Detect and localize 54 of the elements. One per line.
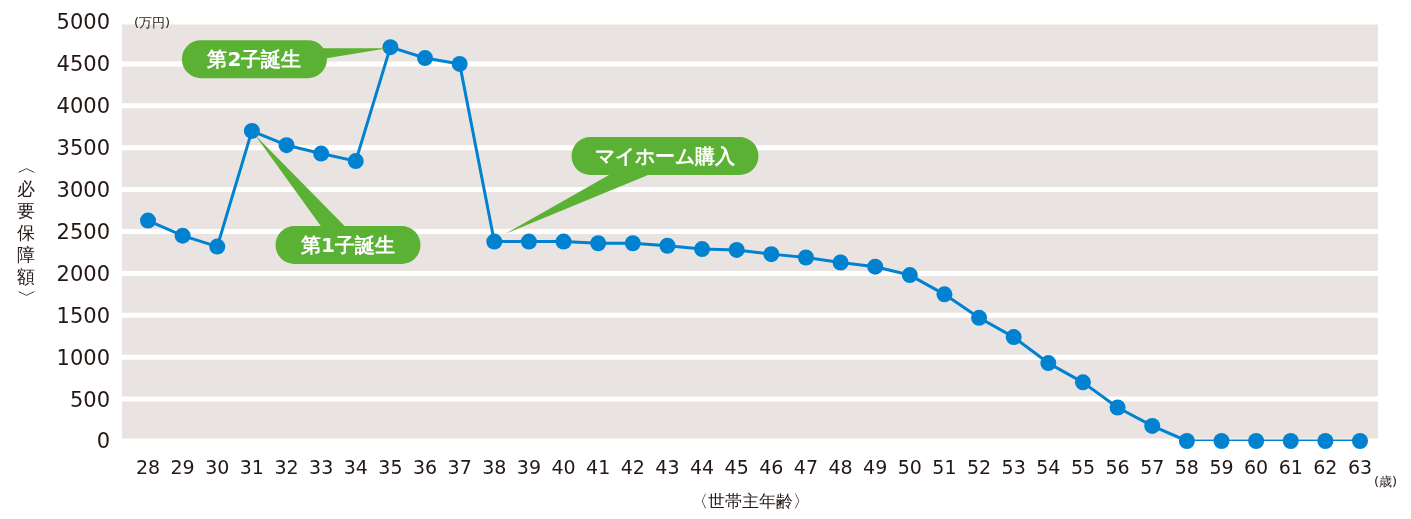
x-tick-label: 49 bbox=[863, 456, 888, 479]
y-tick-label: 1000 bbox=[56, 345, 110, 370]
y-tick-label: 1500 bbox=[56, 303, 110, 328]
x-tick-label: 30 bbox=[205, 456, 230, 479]
x-tick-label: 48 bbox=[828, 456, 853, 479]
y-tick-label: 3500 bbox=[56, 136, 110, 161]
x-tick-label: 32 bbox=[274, 456, 299, 479]
x-tick-label: 37 bbox=[447, 456, 472, 479]
x-tick-label: 38 bbox=[482, 456, 507, 479]
x-tick-label: 41 bbox=[586, 456, 611, 479]
text: (歳) bbox=[1374, 474, 1398, 489]
x-tick-label: 34 bbox=[343, 456, 368, 479]
y-tick-label: 4000 bbox=[56, 94, 110, 119]
x-axis-title: 〈世帯主年齢〉 bbox=[690, 491, 810, 511]
x-tick-label: 55 bbox=[1070, 456, 1096, 479]
y-tick-label: 3000 bbox=[56, 178, 110, 203]
x-tick-label: 61 bbox=[1278, 456, 1303, 479]
x-tick-label: 57 bbox=[1140, 456, 1165, 479]
x-tick-label: 53 bbox=[1001, 456, 1026, 479]
y-tick-label: 500 bbox=[69, 387, 110, 412]
annotation: 第2子誕生 bbox=[206, 47, 302, 72]
x-tick-label: 58 bbox=[1174, 456, 1199, 479]
x-tick-label: 39 bbox=[516, 456, 542, 479]
x-tick-label: 50 bbox=[897, 456, 922, 479]
x-tick-label: 45 bbox=[724, 456, 749, 479]
x-tick-label: 63 bbox=[1347, 456, 1373, 479]
x-tick-label: 52 bbox=[966, 456, 992, 479]
annotation: 第1子誕生 bbox=[300, 233, 395, 257]
x-tick-label: 54 bbox=[1036, 456, 1061, 479]
x-tick-label: 43 bbox=[655, 456, 680, 479]
x-tick-label: 46 bbox=[759, 456, 784, 479]
x-tick-label: 47 bbox=[793, 456, 819, 479]
x-tick-label: 40 bbox=[551, 456, 576, 479]
x-tick-label: 44 bbox=[689, 456, 715, 479]
y-axis-title: 〈必要保障額〉 bbox=[16, 156, 37, 307]
x-tick-label: 35 bbox=[378, 456, 403, 479]
y-tick-label: 2000 bbox=[56, 261, 110, 286]
x-tick-label: 56 bbox=[1105, 456, 1130, 479]
annotation: マイホーム購入 bbox=[595, 144, 736, 168]
y-tick-label: 0 bbox=[96, 429, 110, 454]
x-tick-label: 31 bbox=[239, 456, 264, 479]
x-tick-label: 51 bbox=[932, 456, 957, 479]
x-tick-label: 62 bbox=[1313, 456, 1338, 479]
y-tick-label: 2500 bbox=[56, 219, 110, 244]
x-tick-label: 36 bbox=[412, 456, 438, 479]
x-tick-label: 59 bbox=[1209, 456, 1234, 479]
x-tick-label: 60 bbox=[1244, 456, 1269, 479]
annotation: (万円) bbox=[134, 15, 171, 30]
x-tick-label: 33 bbox=[309, 456, 334, 479]
x-tick-label: 42 bbox=[620, 456, 645, 479]
x-tick-label: 28 bbox=[135, 456, 161, 479]
y-tick-label: 5000 bbox=[56, 10, 110, 35]
x-tick-label: 29 bbox=[170, 456, 195, 479]
y-tick-label: 4500 bbox=[56, 52, 110, 77]
